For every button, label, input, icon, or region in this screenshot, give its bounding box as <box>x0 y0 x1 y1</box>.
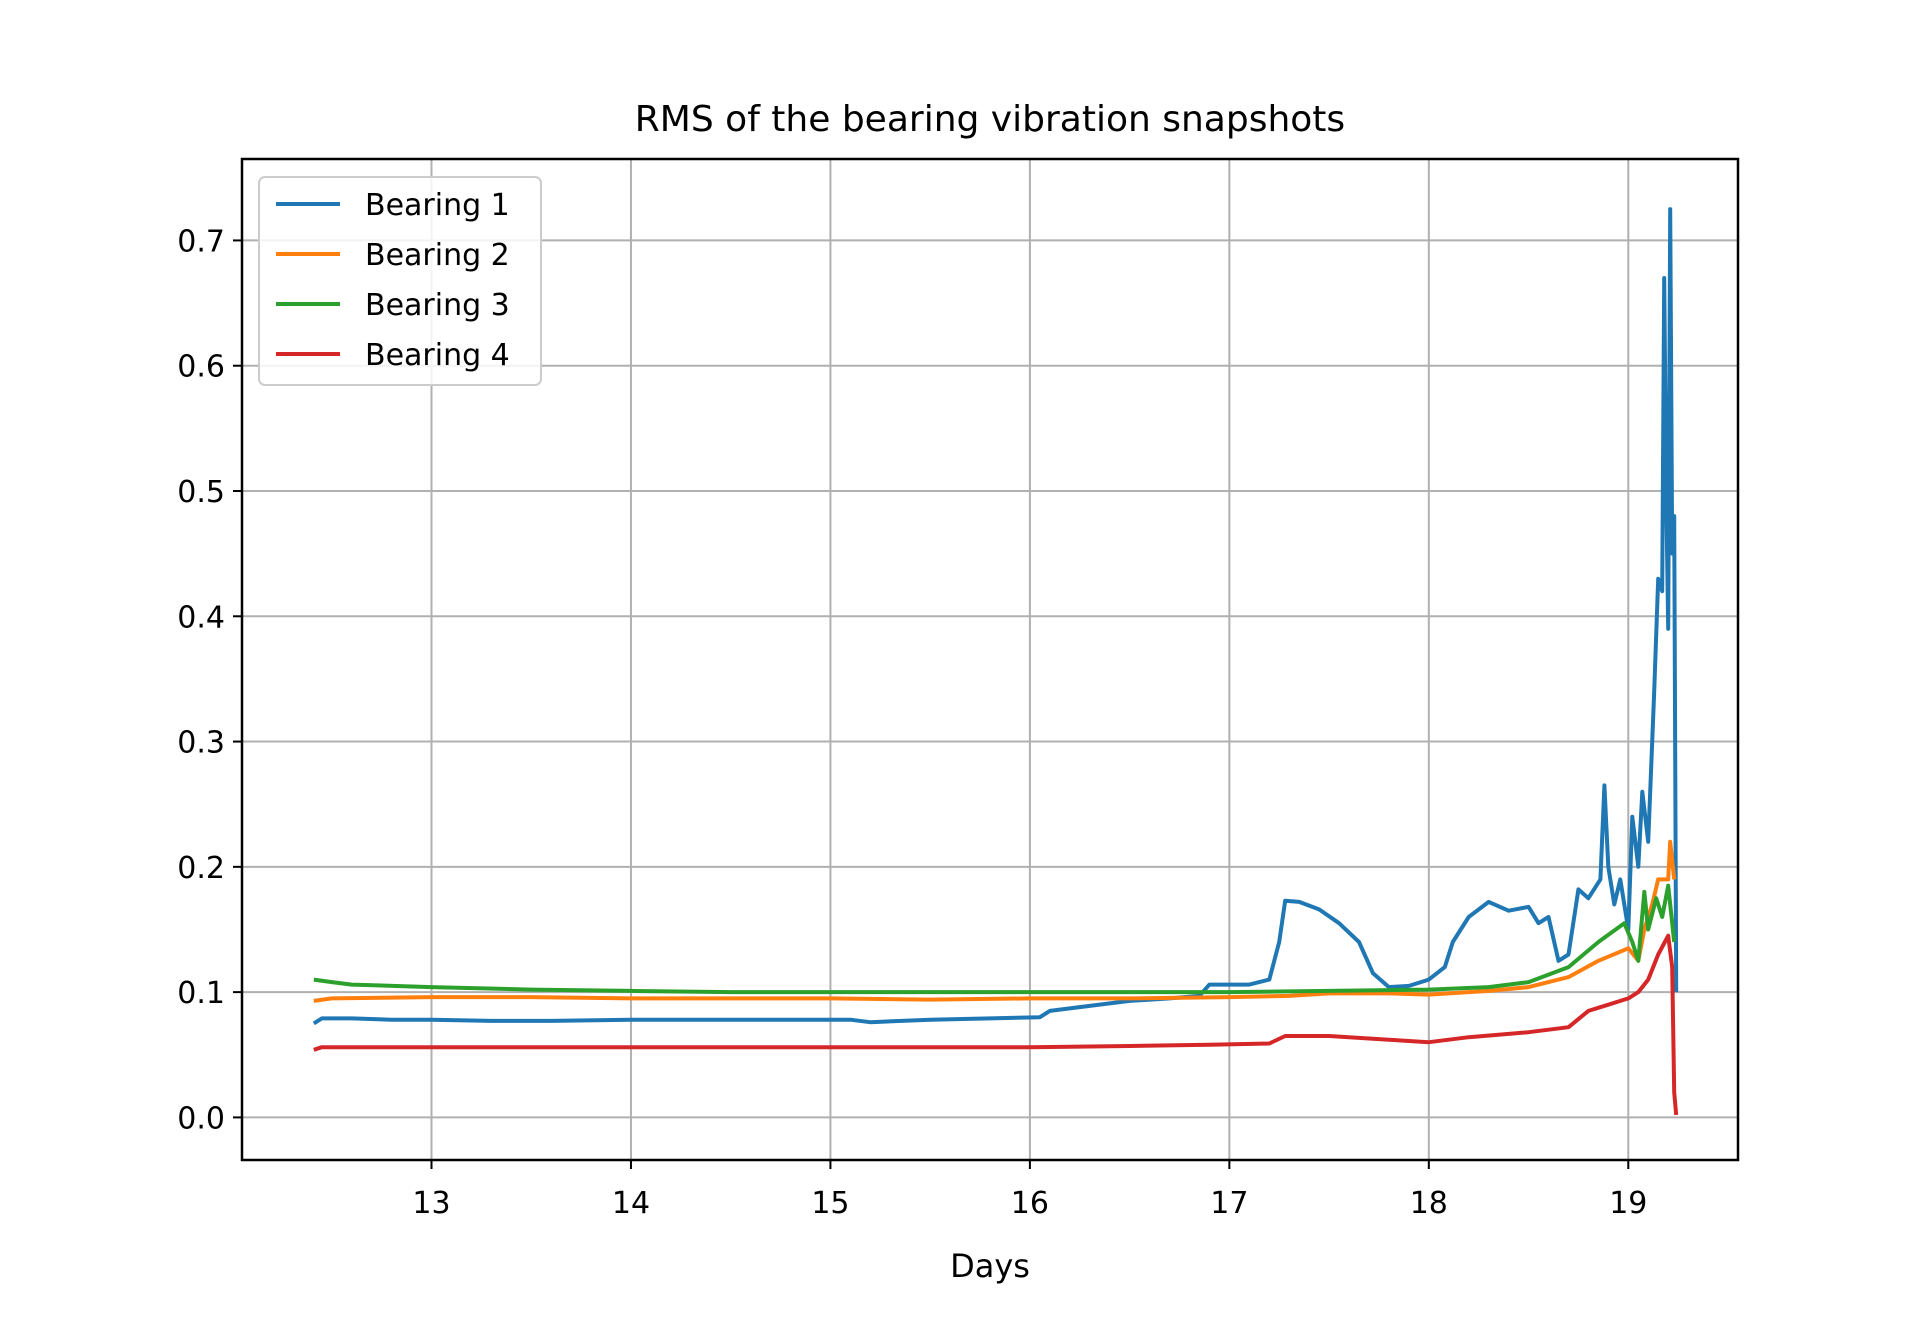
y-tick-label: 0.4 <box>177 600 225 635</box>
y-tick-label: 0.2 <box>177 851 225 886</box>
series-lines <box>312 207 1679 1116</box>
legend-box <box>258 176 542 386</box>
x-tick-label: 19 <box>1609 1186 1647 1221</box>
x-axis-label: Days <box>950 1247 1030 1285</box>
x-tick-label: 14 <box>612 1186 650 1221</box>
x-tick-label: 16 <box>1011 1186 1049 1221</box>
series-line-bearing-2 <box>313 839 1677 1003</box>
y-tick-label: 0.1 <box>177 976 225 1011</box>
series-line-bearing-4 <box>313 933 1679 1116</box>
axis-ticks: 13 14 15 16 17 18 19 0.0 0.1 0.2 0.3 0.4 0.5 0.6 0.7 <box>177 224 1647 1221</box>
legend-label: Bearing 1 <box>365 188 510 223</box>
series-line-bearing-3 <box>313 883 1677 995</box>
plot-frame <box>240 157 1740 1162</box>
x-tick-label: 17 <box>1210 1186 1248 1221</box>
legend-label: Bearing 4 <box>365 338 510 373</box>
grid <box>242 159 1738 1160</box>
legend-label: Bearing 2 <box>365 238 510 273</box>
chart-title: RMS of the bearing vibration snapshots <box>635 99 1345 140</box>
legend: Bearing 1 Bearing 2 Bearing 3 Bearing 4 <box>258 176 542 386</box>
series-line-bearing-1 <box>312 207 1679 1026</box>
x-tick-label: 13 <box>412 1186 450 1221</box>
y-tick-label: 0.7 <box>177 224 225 259</box>
x-tick-label: 18 <box>1410 1186 1448 1221</box>
y-tick-label: 0.0 <box>177 1101 225 1136</box>
legend-label: Bearing 3 <box>365 288 510 323</box>
y-tick-label: 0.5 <box>177 475 225 510</box>
y-tick-label: 0.3 <box>177 726 225 761</box>
x-tick-label: 15 <box>811 1186 849 1221</box>
y-tick-label: 0.6 <box>177 350 225 385</box>
